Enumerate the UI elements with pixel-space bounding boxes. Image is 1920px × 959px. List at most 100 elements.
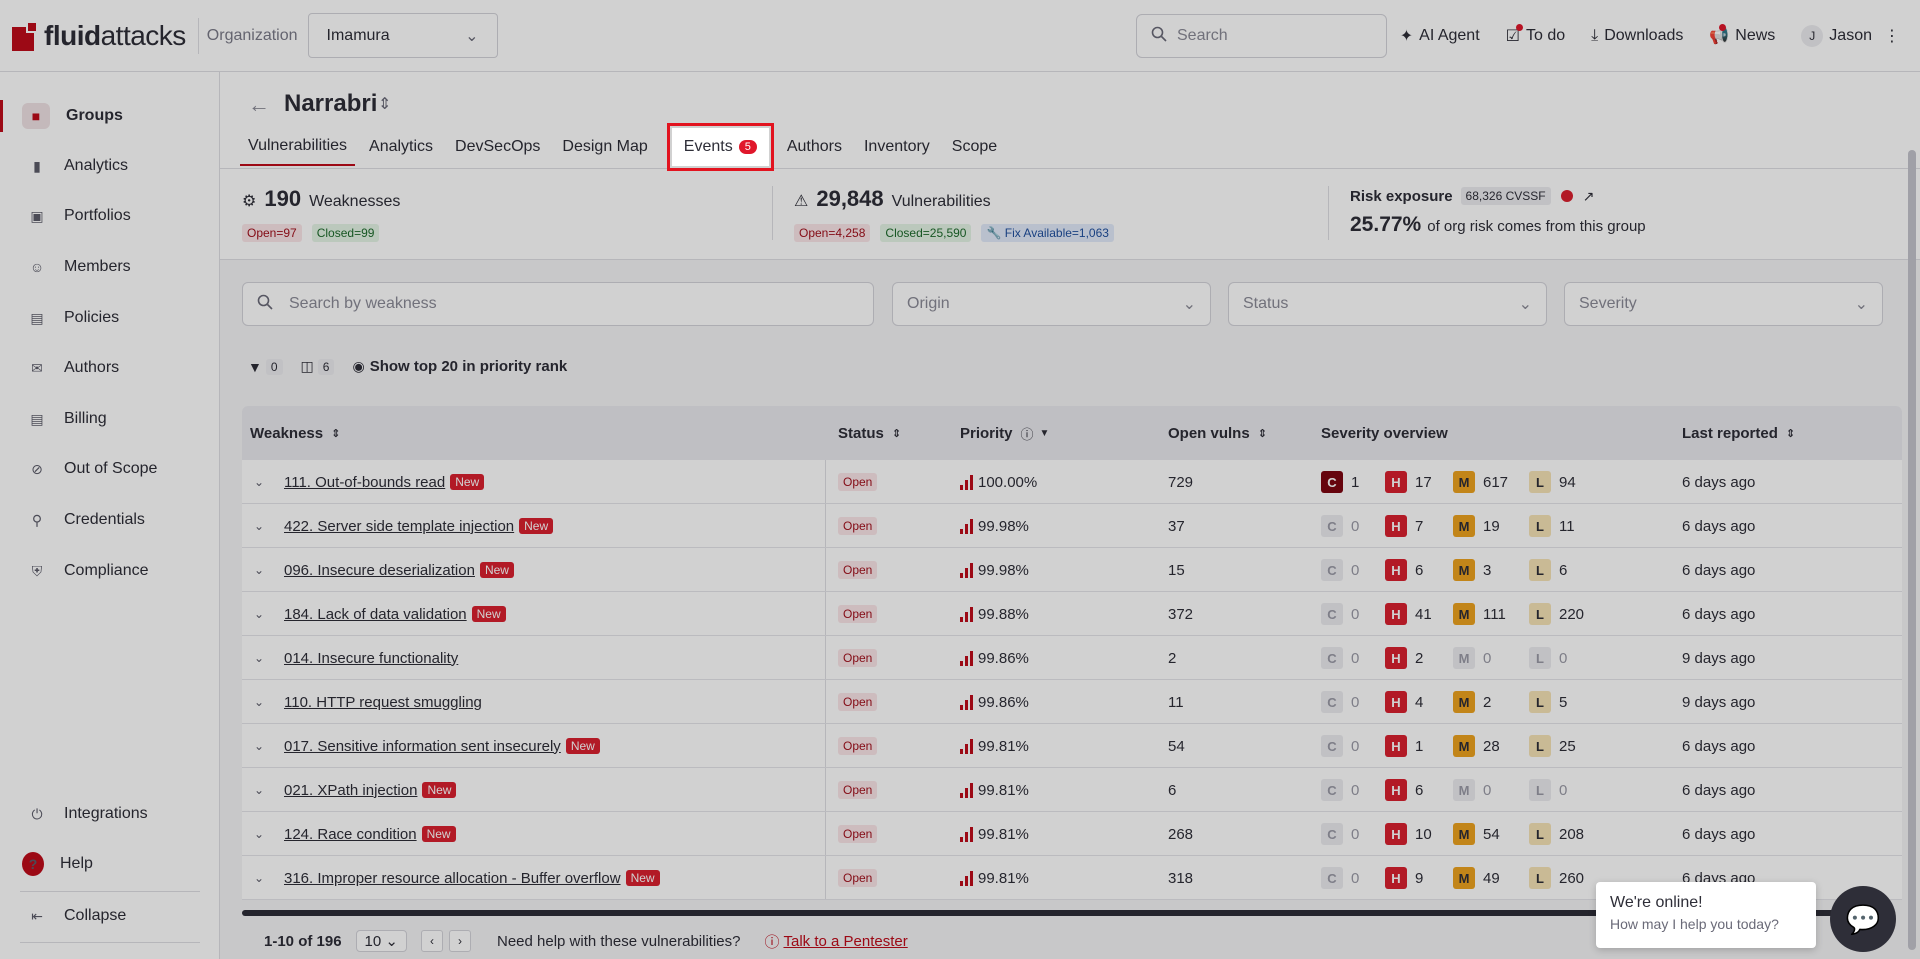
col-weakness[interactable]: Weakness ⇕ [250,425,340,442]
severity-c-badge: C [1321,691,1343,713]
horizontal-scrollbar[interactable] [242,910,1842,916]
severity-m-count: 54 [1483,825,1500,843]
downloads-button[interactable]: ⤓ Downloads [1591,27,1683,45]
col-last-reported[interactable]: Last reported ⇕ [1682,425,1795,442]
external-link-icon[interactable]: ↗ [1582,187,1595,204]
weakness-link[interactable]: 110. HTTP request smuggling [284,693,482,711]
global-search-input[interactable]: Search [1136,14,1387,58]
weakness-search-input[interactable]: Search by weakness [242,282,874,326]
vulns-fix-available-badge[interactable]: 🔧 Fix Available=1,063 [981,224,1114,242]
severity-c-count: 0 [1351,561,1360,579]
top20-toggle[interactable]: ◉ Show top 20 in priority rank [352,358,567,375]
tab-events[interactable]: Events 5 [666,123,774,171]
sort-switch-icon[interactable]: ⇕ [378,96,392,113]
tab-devsecops[interactable]: DevSecOps [455,138,541,155]
status-select[interactable]: Status ⌄ [1228,282,1547,326]
sidebar-item-members[interactable]: ☺ Members [0,245,220,289]
table-row[interactable]: ⌄ 096. Insecure deserialization New Open… [242,548,1902,592]
row-expand-button[interactable]: ⌄ [254,680,264,724]
table-footer: 1-10 of 196 10 ⌄ ‹ › Need help with thes… [264,930,908,952]
weakness-link[interactable]: 017. Sensitive information sent insecure… [284,737,561,755]
row-expand-button[interactable]: ⌄ [254,504,264,548]
tab-authors[interactable]: Authors [786,138,842,155]
sidebar-item-help[interactable]: ? Help [0,842,220,886]
table-row[interactable]: ⌄ 422. Server side template injection Ne… [242,504,1902,548]
sidebar-item-analytics[interactable]: ▮ Analytics [0,144,220,188]
todo-button[interactable]: ☑ To do [1506,24,1565,46]
plug-icon: ⏻ [31,805,43,822]
vertical-scrollbar[interactable] [1908,150,1916,950]
weakness-link[interactable]: 096. Insecure deserialization [284,561,475,579]
org-select[interactable]: Imamura ⌄ [307,13,498,58]
col-priority[interactable]: Priority ⓘ ▼ [960,424,1049,443]
severity-h-count: 41 [1415,605,1432,623]
row-expand-button[interactable]: ⌄ [254,548,264,592]
filter-button[interactable]: ▼ 0 [248,358,283,375]
table-row[interactable]: ⌄ 110. HTTP request smuggling Open 99.86… [242,680,1902,724]
next-page-button[interactable]: › [448,930,471,952]
weakness-link[interactable]: 316. Improper resource allocation - Buff… [284,869,621,887]
col-status[interactable]: Status ⇕ [838,425,901,442]
sidebar-item-credentials[interactable]: ⚲ Credentials [0,498,220,542]
new-badge: New [565,738,600,754]
table-row[interactable]: ⌄ 014. Insecure functionality Open 99.86… [242,636,1902,680]
tab-design-map[interactable]: Design Map [562,138,648,155]
weakness-link[interactable]: 021. XPath injection [284,781,418,799]
back-arrow-icon[interactable]: ← [248,92,270,117]
chat-bubble[interactable]: We're online! How may I help you today? [1596,882,1816,948]
sidebar-item-billing[interactable]: ▤ Billing [0,397,220,441]
ai-agent-button[interactable]: ✦ AI Agent [1400,26,1480,46]
sidebar-item-portfolios[interactable]: ▣ Portfolios [0,194,220,238]
weakness-link[interactable]: 014. Insecure functionality [284,649,459,667]
sidebar-item-groups[interactable]: ■ Groups [0,94,220,138]
page-size-select[interactable]: 10 ⌄ [355,930,407,952]
sidebar-item-authors[interactable]: ✉ Authors [0,346,220,390]
status-select-label: Status [1243,295,1289,312]
severity-select[interactable]: Severity ⌄ [1564,282,1883,326]
row-expand-button[interactable]: ⌄ [254,636,264,680]
chat-button[interactable]: 💬 [1830,886,1896,952]
sidebar-collapse-button[interactable]: ⇤ Collapse [0,894,220,938]
tab-scope[interactable]: Scope [951,138,998,155]
weakness-link[interactable]: 184. Lack of data validation [284,605,467,623]
open-vulns-cell: 2 [1168,636,1176,680]
last-reported-cell: 6 days ago [1682,548,1755,592]
col-severity-overview: Severity overview [1321,425,1448,442]
columns-button[interactable]: ◫ 6 [301,358,335,375]
row-expand-button[interactable]: ⌄ [254,724,264,768]
logo[interactable]: fluidattacks [12,20,186,52]
table-row[interactable]: ⌄ 124. Race condition New Open 99.81% 26… [242,812,1902,856]
weakness-link[interactable]: 124. Race condition [284,825,417,843]
origin-select[interactable]: Origin ⌄ [892,282,1211,326]
priority-value: 100.00% [978,473,1038,491]
priority-bars-icon [960,562,973,578]
main-content: ← Narrabri ⇕ Vulnerabilities Analytics D… [220,72,1920,959]
sidebar-item-out-of-scope[interactable]: ⊘ Out of Scope [0,447,220,491]
table-row[interactable]: ⌄ 111. Out-of-bounds read New Open 100.0… [242,460,1902,504]
row-expand-button[interactable]: ⌄ [254,856,264,900]
table-row[interactable]: ⌄ 021. XPath injection New Open 99.81% 6… [242,768,1902,812]
table-row[interactable]: ⌄ 184. Lack of data validation New Open … [242,592,1902,636]
weakness-link[interactable]: 422. Server side template injection [284,517,515,535]
sidebar-item-compliance[interactable]: ⛨ Compliance [0,549,220,593]
row-expand-button[interactable]: ⌄ [254,812,264,856]
talk-pentester-link[interactable]: ⓘ Talk to a Pentester [764,931,907,952]
tab-inventory[interactable]: Inventory [863,138,930,155]
prev-page-button[interactable]: ‹ [420,930,443,952]
user-menu[interactable]: J Jason ⋮ [1801,25,1900,47]
sidebar-item-policies[interactable]: ▤ Policies [0,296,220,340]
row-expand-button[interactable]: ⌄ [254,460,264,504]
tab-analytics[interactable]: Analytics [369,138,434,155]
row-expand-button[interactable]: ⌄ [254,768,264,812]
severity-m-badge: M [1453,735,1475,757]
tab-vulnerabilities[interactable]: Vulnerabilities [240,128,356,166]
row-expand-button[interactable]: ⌄ [254,592,264,636]
news-button[interactable]: 📢 News [1709,24,1775,46]
table-row[interactable]: ⌄ 017. Sensitive information sent insecu… [242,724,1902,768]
sidebar-item-integrations[interactable]: ⏻ Integrations [0,792,220,836]
col-open-vulns[interactable]: Open vulns ⇕ [1168,425,1267,442]
downloads-label: Downloads [1604,27,1684,44]
weakness-link[interactable]: 111. Out-of-bounds read [284,473,446,491]
priority-bars-icon [960,474,973,490]
columns-icon: ◫ [300,358,314,374]
